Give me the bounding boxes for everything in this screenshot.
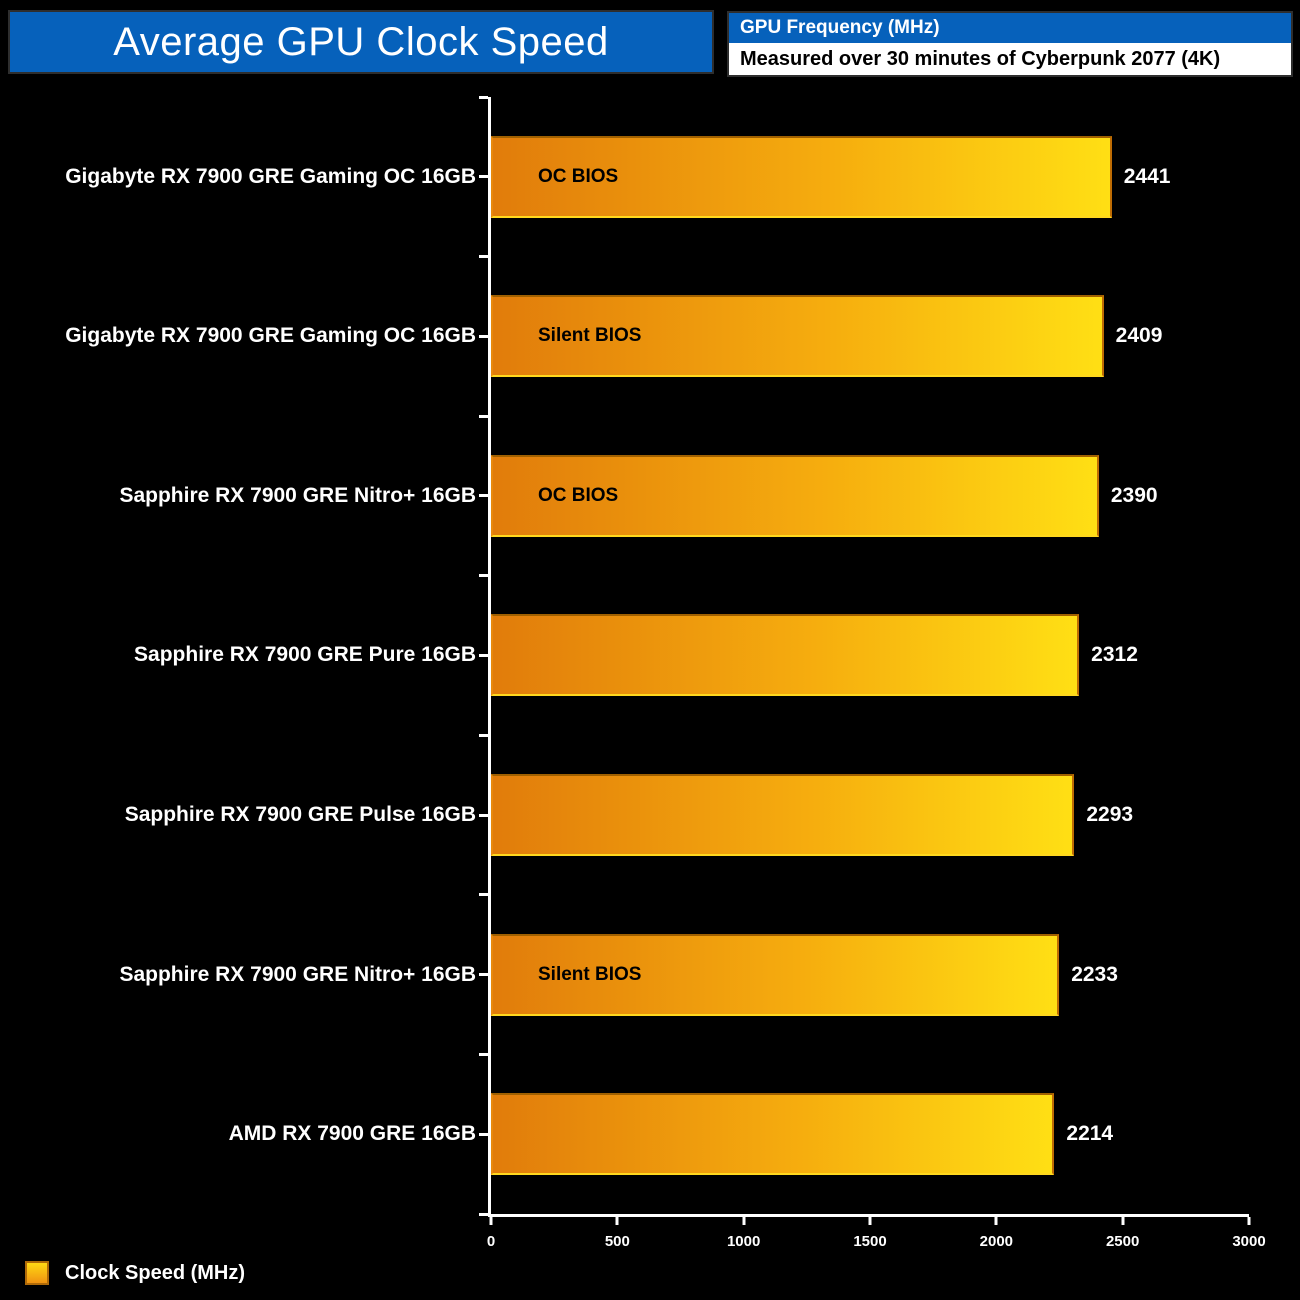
category-label: AMD RX 7900 GRE 16GB bbox=[228, 1122, 476, 1146]
y-axis-boundary-tick bbox=[479, 1052, 488, 1056]
chart-subtitle: Measured over 30 minutes of Cyberpunk 20… bbox=[740, 47, 1221, 70]
y-axis-tick bbox=[479, 1132, 488, 1136]
chart-title: Average GPU Clock Speed bbox=[113, 19, 609, 64]
y-axis-boundary-tick bbox=[479, 893, 488, 897]
bar-row: OC BIOS 2441 bbox=[491, 97, 1249, 257]
bar-row: Silent BIOS 2233 bbox=[491, 895, 1249, 1055]
x-axis-tick-label: 2000 bbox=[979, 1233, 1014, 1250]
bar-annotation: OC BIOS bbox=[538, 484, 619, 506]
y-axis-boundary-tick bbox=[479, 574, 488, 578]
x-axis-tick bbox=[1121, 1217, 1125, 1225]
bar: Silent BIOS bbox=[491, 295, 1104, 378]
bar-value-label: 2214 bbox=[1066, 1122, 1114, 1146]
bar-value-label: 2409 bbox=[1115, 324, 1163, 348]
x-axis-tick bbox=[994, 1217, 998, 1225]
bar bbox=[491, 1093, 1055, 1176]
legend: Clock Speed (MHz) bbox=[25, 1261, 245, 1285]
chart-title-bar: Average GPU Clock Speed bbox=[8, 10, 714, 74]
y-axis-tick bbox=[479, 494, 488, 498]
bar: OC BIOS bbox=[491, 135, 1112, 218]
header-info: GPU Frequency (MHz) Measured over 30 min… bbox=[727, 11, 1293, 77]
category-label: Sapphire RX 7900 GRE Pure 16GB bbox=[134, 643, 476, 667]
plot-area: OC BIOS 2441 Silent BIOS 2409 OC BIOS 2390 231… bbox=[479, 95, 1266, 1250]
subtitle-box: Measured over 30 minutes of Cyberpunk 20… bbox=[727, 43, 1293, 77]
bar-value-label: 2441 bbox=[1123, 164, 1171, 188]
bar-row: 2312 bbox=[491, 576, 1249, 736]
category-label: Gigabyte RX 7900 GRE Gaming OC 16GB bbox=[65, 324, 476, 348]
y-axis-tick bbox=[479, 334, 488, 338]
x-axis-tick bbox=[868, 1217, 872, 1225]
x-axis-tick-label: 0 bbox=[486, 1233, 496, 1250]
x-axis-tick bbox=[742, 1217, 746, 1225]
category-labels: Gigabyte RX 7900 GRE Gaming OC 16GB Gigab… bbox=[0, 97, 476, 1214]
x-axis-tick-label: 3000 bbox=[1232, 1233, 1266, 1250]
legend-label: Clock Speed (MHz) bbox=[65, 1261, 246, 1284]
category-label: Sapphire RX 7900 GRE Pulse 16GB bbox=[124, 803, 476, 827]
bar-value-label: 2312 bbox=[1091, 643, 1138, 667]
y-axis-tick bbox=[479, 175, 488, 179]
y-axis-boundary-tick bbox=[479, 733, 488, 737]
bar-annotation: Silent BIOS bbox=[538, 963, 642, 985]
y-axis-boundary-tick bbox=[479, 1212, 488, 1216]
y-axis-boundary-tick bbox=[479, 255, 488, 259]
bar-row: 2293 bbox=[491, 735, 1249, 895]
bar: OC BIOS bbox=[491, 454, 1099, 537]
x-axis-tick-label: 1500 bbox=[853, 1233, 887, 1250]
x-axis-tick-label: 1000 bbox=[726, 1233, 761, 1250]
bar-annotation: Silent BIOS bbox=[538, 325, 642, 347]
bar-row: Silent BIOS 2409 bbox=[491, 257, 1249, 417]
bar-value-label: 2233 bbox=[1071, 962, 1118, 986]
bar-annotation: OC BIOS bbox=[538, 165, 619, 187]
category-label: Sapphire RX 7900 GRE Nitro+ 16GB bbox=[119, 483, 476, 507]
bar: Silent BIOS bbox=[491, 933, 1060, 1016]
bar bbox=[491, 614, 1080, 697]
legend-swatch-icon bbox=[25, 1261, 49, 1285]
y-axis-boundary-tick bbox=[479, 95, 488, 99]
y-axis-boundary-tick bbox=[479, 414, 488, 418]
y-axis-tick bbox=[479, 973, 488, 977]
bar-row: 2214 bbox=[491, 1054, 1249, 1214]
category-label: Sapphire RX 7900 GRE Nitro+ 16GB bbox=[119, 962, 476, 986]
bar-value-label: 2390 bbox=[1110, 483, 1158, 507]
x-axis-tick bbox=[489, 1217, 493, 1225]
bar bbox=[491, 774, 1075, 857]
bar-value-label: 2293 bbox=[1086, 803, 1134, 827]
y-axis-tick bbox=[479, 654, 488, 657]
x-axis-tick-label: 2500 bbox=[1105, 1233, 1140, 1250]
x-axis-tick-label: 500 bbox=[604, 1233, 630, 1250]
bar-row: OC BIOS 2390 bbox=[491, 416, 1249, 576]
x-axis-tick bbox=[1247, 1217, 1251, 1225]
x-axis-tick bbox=[615, 1217, 619, 1225]
metric-label-box: GPU Frequency (MHz) bbox=[727, 11, 1293, 43]
y-axis-tick bbox=[479, 813, 488, 817]
category-label: Gigabyte RX 7900 GRE Gaming OC 16GB bbox=[65, 164, 476, 188]
metric-label: GPU Frequency (MHz) bbox=[740, 17, 940, 38]
